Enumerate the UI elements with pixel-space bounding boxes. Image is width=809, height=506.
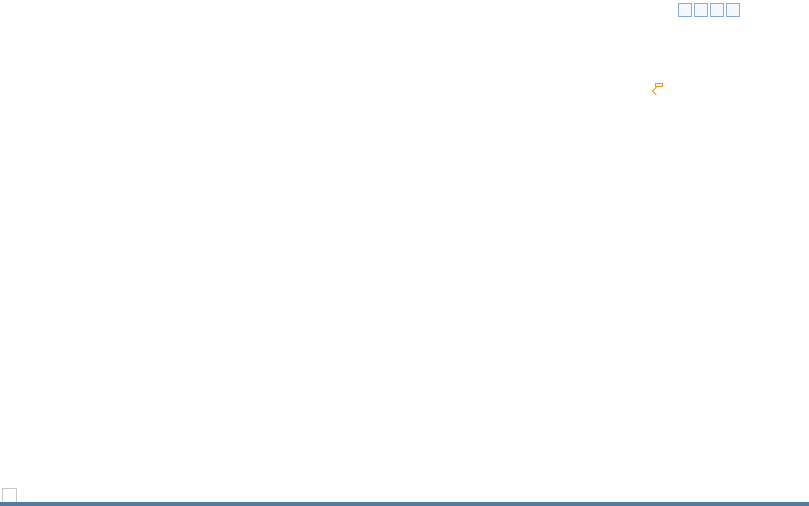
view-controls	[678, 3, 740, 17]
bottom-border	[0, 502, 809, 506]
zoom-out-button[interactable]	[694, 3, 708, 17]
current-price-tag	[655, 83, 663, 87]
fullscreen-button[interactable]	[726, 3, 740, 17]
pan-button[interactable]	[710, 3, 724, 17]
zoom-in-button[interactable]	[678, 3, 692, 17]
